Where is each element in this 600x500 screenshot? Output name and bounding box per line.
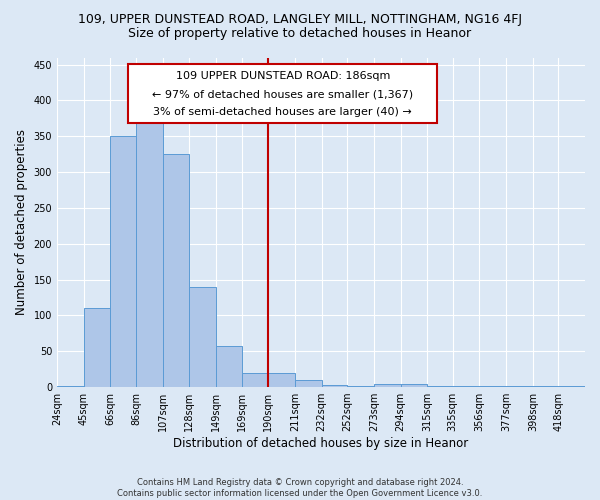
Bar — [374, 384, 401, 387]
Bar — [216, 346, 242, 387]
Bar — [452, 386, 479, 387]
Text: ← 97% of detached houses are smaller (1,367): ← 97% of detached houses are smaller (1,… — [152, 90, 413, 100]
FancyBboxPatch shape — [128, 64, 437, 124]
Bar — [347, 386, 374, 387]
Bar — [268, 373, 295, 387]
Y-axis label: Number of detached properties: Number of detached properties — [15, 130, 28, 316]
Bar — [322, 385, 347, 387]
Bar — [295, 380, 322, 387]
Bar — [533, 386, 558, 387]
Text: 109, UPPER DUNSTEAD ROAD, LANGLEY MILL, NOTTINGHAM, NG16 4FJ: 109, UPPER DUNSTEAD ROAD, LANGLEY MILL, … — [78, 12, 522, 26]
Text: Size of property relative to detached houses in Heanor: Size of property relative to detached ho… — [128, 28, 472, 40]
Bar — [479, 386, 506, 387]
Bar — [506, 386, 533, 387]
Bar — [57, 386, 84, 387]
Bar — [190, 287, 216, 387]
Bar — [163, 154, 190, 387]
Bar — [242, 373, 268, 387]
X-axis label: Distribution of detached houses by size in Heanor: Distribution of detached houses by size … — [173, 437, 469, 450]
Text: 109 UPPER DUNSTEAD ROAD: 186sqm: 109 UPPER DUNSTEAD ROAD: 186sqm — [176, 71, 390, 81]
Bar — [84, 308, 110, 387]
Text: 3% of semi-detached houses are larger (40) →: 3% of semi-detached houses are larger (4… — [154, 106, 412, 117]
Bar — [427, 386, 452, 387]
Bar — [401, 384, 427, 387]
Bar — [110, 136, 136, 387]
Text: Contains HM Land Registry data © Crown copyright and database right 2024.
Contai: Contains HM Land Registry data © Crown c… — [118, 478, 482, 498]
Bar — [136, 122, 163, 387]
Bar — [558, 386, 585, 387]
